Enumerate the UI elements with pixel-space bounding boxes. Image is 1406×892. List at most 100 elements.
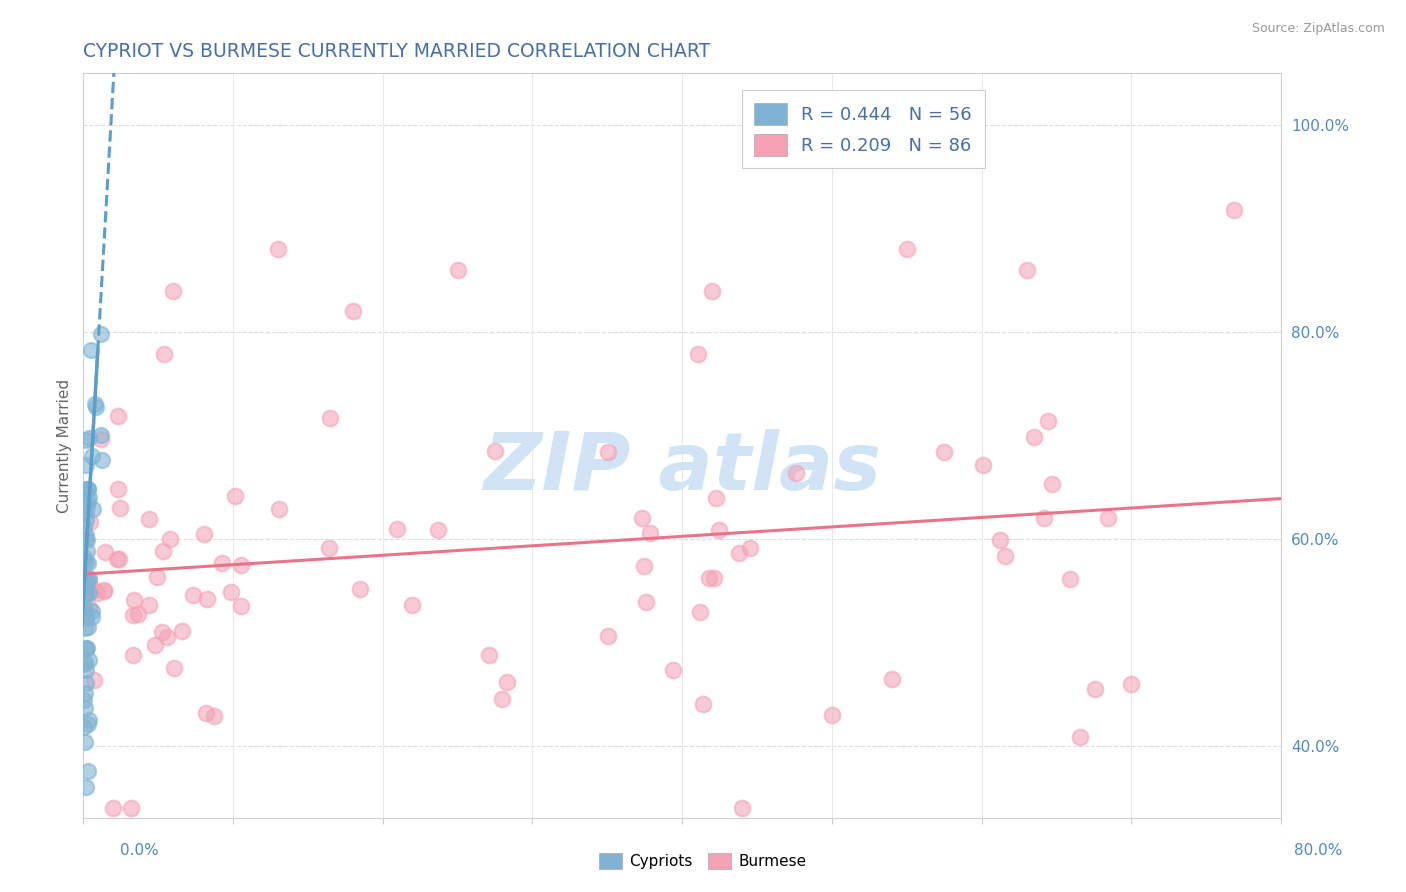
Point [202, 709, 225, 723]
Point [76, 640, 98, 655]
Point [82, 604, 104, 618]
Point [1024, 430, 1046, 444]
Point [1121, 676, 1143, 690]
Point [1038, 414, 1060, 428]
Point [75, 458, 97, 473]
Point [90, 428, 112, 442]
Point [90, 432, 112, 446]
Point [127, 607, 149, 621]
Point [181, 589, 204, 603]
Point [896, 242, 918, 256]
Point [77, 483, 100, 497]
Point [77, 601, 100, 615]
Point [138, 512, 160, 526]
Point [77, 586, 100, 600]
Y-axis label: Currently Married: Currently Married [58, 378, 72, 513]
Point [77, 577, 100, 591]
Point [1223, 202, 1246, 217]
Legend: Cypriots, Burmese: Cypriots, Burmese [593, 847, 813, 875]
Point [122, 607, 145, 622]
Point [211, 556, 233, 570]
Point [267, 242, 290, 256]
Point [638, 526, 661, 541]
Point [84, 400, 107, 414]
Point [75, 611, 97, 625]
Text: ZIP atlas: ZIP atlas [484, 429, 882, 507]
Point [91, 453, 114, 467]
Point [728, 545, 751, 559]
Point [73, 590, 96, 604]
Point [90, 327, 112, 342]
Point [170, 624, 193, 638]
Point [75, 505, 97, 519]
Point [75, 663, 97, 677]
Point [73, 621, 96, 635]
Point [598, 629, 620, 643]
Point [692, 698, 714, 712]
Point [821, 707, 844, 722]
Point [86, 586, 108, 600]
Point [731, 800, 754, 814]
Point [103, 800, 125, 814]
Point [83, 582, 105, 597]
Point [163, 661, 186, 675]
Point [349, 582, 371, 596]
Point [1033, 511, 1056, 525]
Point [73, 686, 96, 700]
Point [73, 701, 96, 715]
Point [387, 522, 409, 536]
Point [596, 444, 619, 458]
Point [159, 532, 181, 546]
Point [79, 571, 101, 585]
Point [401, 598, 423, 612]
Point [689, 605, 711, 619]
Point [1059, 572, 1081, 586]
Point [80, 610, 103, 624]
Point [84, 397, 107, 411]
Point [80, 343, 103, 357]
Point [82, 449, 104, 463]
Point [76, 533, 98, 547]
Point [994, 549, 1017, 563]
Point [79, 516, 101, 530]
Point [75, 655, 97, 669]
Point [93, 584, 115, 599]
Point [146, 570, 169, 584]
Point [702, 284, 724, 298]
Point [107, 409, 129, 424]
Point [82, 501, 104, 516]
Point [153, 347, 176, 361]
Point [1015, 263, 1038, 277]
Point [194, 706, 217, 720]
Point [267, 502, 290, 516]
Point [76, 764, 98, 779]
Point [73, 504, 96, 518]
Point [76, 717, 98, 731]
Point [76, 575, 98, 590]
Point [934, 445, 956, 459]
Point [1084, 681, 1107, 696]
Point [77, 713, 100, 727]
Point [75, 780, 97, 794]
Point [75, 581, 97, 595]
Point [152, 544, 174, 558]
Point [882, 672, 904, 686]
Point [221, 584, 243, 599]
Point [229, 599, 252, 613]
Point [73, 692, 96, 706]
Point [633, 559, 655, 574]
Point [73, 599, 96, 613]
Point [427, 523, 450, 537]
Point [162, 284, 184, 298]
Point [77, 653, 100, 667]
Point [143, 638, 166, 652]
Point [122, 648, 145, 663]
Point [662, 663, 685, 677]
Point [107, 482, 129, 496]
Point [75, 482, 97, 496]
Text: 0.0%: 0.0% [120, 843, 159, 858]
Point [93, 582, 115, 597]
Point [76, 574, 98, 588]
Legend: R = 0.444   N = 56, R = 0.209   N = 86: R = 0.444 N = 56, R = 0.209 N = 86 [742, 90, 984, 169]
Point [75, 675, 97, 690]
